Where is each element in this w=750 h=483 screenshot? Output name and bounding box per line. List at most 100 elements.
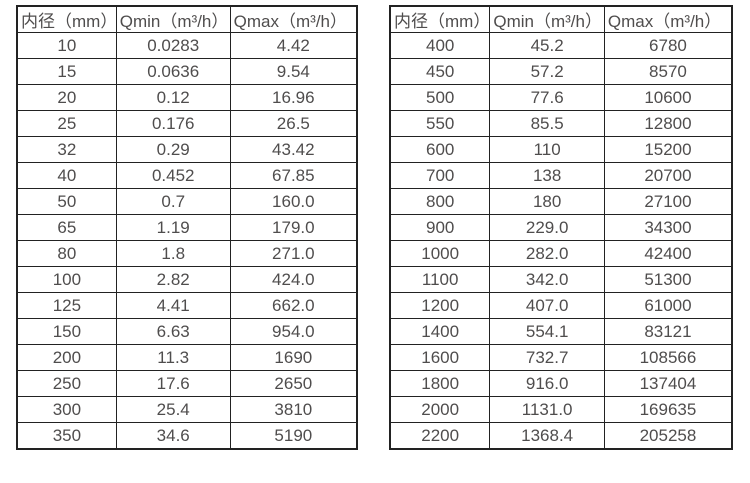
table-cell: 500 — [389, 84, 491, 111]
table-cell: 20700 — [603, 162, 733, 189]
column-header: Qmin（m³/h） — [115, 5, 231, 33]
table-cell: 10600 — [603, 84, 733, 111]
table-row: 2000 1131.0 169635 — [389, 396, 733, 423]
table-row: 450 57.2 8570 — [389, 58, 733, 85]
table-cell: 1.19 — [115, 214, 231, 241]
table-cell: 150 — [16, 318, 117, 345]
table-cell: 2.82 — [115, 266, 231, 293]
table-cell: 732.7 — [489, 344, 605, 371]
table-cell: 2200 — [389, 422, 491, 450]
table-row: 1100 342.0 51300 — [389, 266, 733, 293]
table-cell: 27100 — [603, 188, 733, 215]
table-cell: 9.54 — [229, 58, 358, 85]
table-header-row: 内径（mm） Qmin（m³/h） Qmax（m³/h） — [389, 5, 733, 33]
table-cell: 43.42 — [229, 136, 358, 163]
table-cell: 179.0 — [229, 214, 358, 241]
table-cell: 160.0 — [229, 188, 358, 215]
table-row: 125 4.41 662.0 — [16, 292, 358, 319]
table-cell: 0.176 — [115, 110, 231, 137]
table-cell: 67.85 — [229, 162, 358, 189]
table-row: 300 25.4 3810 — [16, 396, 358, 423]
table-cell: 2650 — [229, 370, 358, 397]
table-cell: 11.3 — [115, 344, 231, 371]
table-cell: 424.0 — [229, 266, 358, 293]
table-cell: 2000 — [389, 396, 491, 423]
table-cell: 800 — [389, 188, 491, 215]
table-cell: 25 — [16, 110, 117, 137]
table-cell: 34300 — [603, 214, 733, 241]
table-cell: 25.4 — [115, 396, 231, 423]
table-row: 400 45.2 6780 — [389, 32, 733, 59]
table-cell: 342.0 — [489, 266, 605, 293]
table-cell: 42400 — [603, 240, 733, 267]
table-cell: 0.0283 — [115, 32, 231, 59]
table-cell: 250 — [16, 370, 117, 397]
table-cell: 169635 — [603, 396, 733, 423]
flow-spec-table-right: 内径（mm） Qmin（m³/h） Qmax（m³/h） 400 45.2 6780 45… — [389, 5, 733, 450]
table-cell: 1131.0 — [489, 396, 605, 423]
table-cell: 554.1 — [489, 318, 605, 345]
table-row: 65 1.19 179.0 — [16, 214, 358, 241]
table-row: 800 180 27100 — [389, 188, 733, 215]
table-row: 40 0.452 67.85 — [16, 162, 358, 189]
column-header: 内径（mm） — [16, 5, 117, 33]
table-cell: 1.8 — [115, 240, 231, 267]
table-cell: 1368.4 — [489, 422, 605, 450]
table-row: 内径（mm） Qmin（m³/h） Qmax（m³/h） — [389, 5, 733, 33]
table-cell: 200 — [16, 344, 117, 371]
table-cell: 16.96 — [229, 84, 358, 111]
table-cell: 954.0 — [229, 318, 358, 345]
table-cell: 138 — [489, 162, 605, 189]
table-cell: 0.29 — [115, 136, 231, 163]
table-cell: 700 — [389, 162, 491, 189]
table-cell: 8570 — [603, 58, 733, 85]
table-row: 200 11.3 1690 — [16, 344, 358, 371]
table-cell: 205258 — [603, 422, 733, 450]
table-row: 32 0.29 43.42 — [16, 136, 358, 163]
table-row: 600 110 15200 — [389, 136, 733, 163]
table-row: 1000 282.0 42400 — [389, 240, 733, 267]
table-row: 2200 1368.4 205258 — [389, 422, 733, 450]
table-cell: 15 — [16, 58, 117, 85]
table-cell: 17.6 — [115, 370, 231, 397]
table-row: 80 1.8 271.0 — [16, 240, 358, 267]
table-cell: 1800 — [389, 370, 491, 397]
table-cell: 1690 — [229, 344, 358, 371]
table-cell: 400 — [389, 32, 491, 59]
table-cell: 407.0 — [489, 292, 605, 319]
table-cell: 15200 — [603, 136, 733, 163]
table-cell: 229.0 — [489, 214, 605, 241]
table-cell: 5190 — [229, 422, 358, 450]
table-body: 10 0.0283 4.42 15 0.0636 9.54 20 0.12 16.96 25 0.1… — [16, 32, 358, 450]
table-cell: 6.63 — [115, 318, 231, 345]
table-cell: 0.452 — [115, 162, 231, 189]
table-cell: 10 — [16, 32, 117, 59]
table-cell: 57.2 — [489, 58, 605, 85]
table-cell: 61000 — [603, 292, 733, 319]
column-header: Qmin（m³/h） — [489, 5, 605, 33]
table-cell: 900 — [389, 214, 491, 241]
table-row: 1200 407.0 61000 — [389, 292, 733, 319]
table-cell: 50 — [16, 188, 117, 215]
table-cell: 110 — [489, 136, 605, 163]
table-cell: 85.5 — [489, 110, 605, 137]
table-cell: 40 — [16, 162, 117, 189]
table-cell: 34.6 — [115, 422, 231, 450]
table-cell: 550 — [389, 110, 491, 137]
table-cell: 108566 — [603, 344, 733, 371]
table-cell: 1100 — [389, 266, 491, 293]
table-row: 150 6.63 954.0 — [16, 318, 358, 345]
table-body: 400 45.2 6780 450 57.2 8570 500 77.6 10600 550 85.… — [389, 32, 733, 450]
table-row: 50 0.7 160.0 — [16, 188, 358, 215]
table-cell: 77.6 — [489, 84, 605, 111]
table-cell: 350 — [16, 422, 117, 450]
table-cell: 51300 — [603, 266, 733, 293]
table-cell: 83121 — [603, 318, 733, 345]
table-cell: 20 — [16, 84, 117, 111]
table-cell: 1000 — [389, 240, 491, 267]
table-row: 900 229.0 34300 — [389, 214, 733, 241]
table-cell: 600 — [389, 136, 491, 163]
table-cell: 180 — [489, 188, 605, 215]
column-header: Qmax（m³/h） — [603, 5, 733, 33]
table-cell: 282.0 — [489, 240, 605, 267]
